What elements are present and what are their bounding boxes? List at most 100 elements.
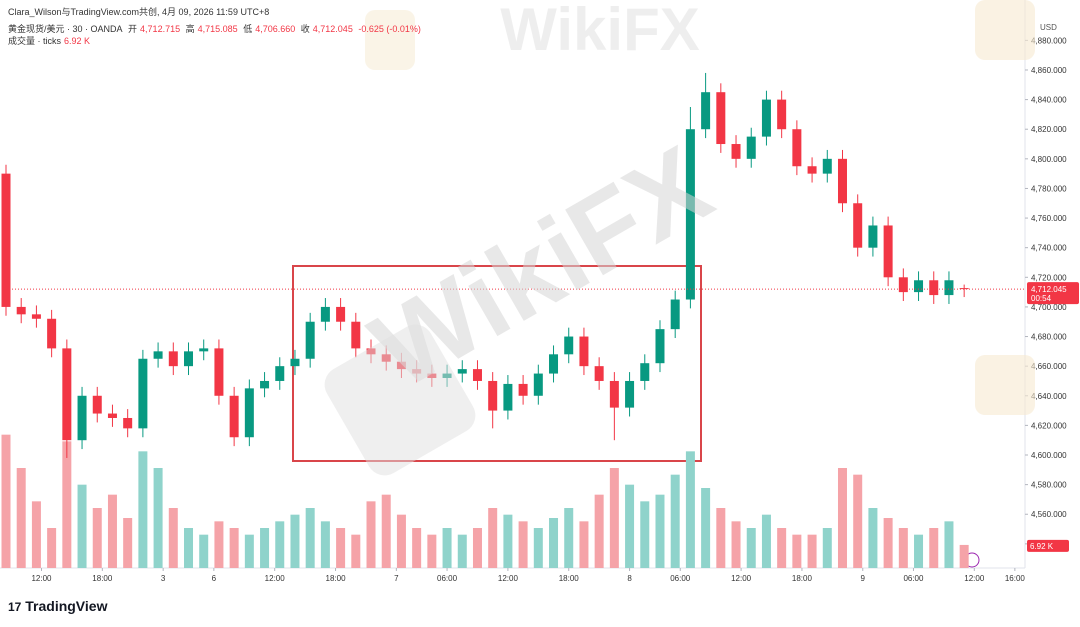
volume-bar: [77, 484, 87, 568]
volume-bar: [244, 534, 254, 568]
candle-body: [244, 388, 254, 438]
candle-body: [488, 380, 498, 411]
volume-tag: [1027, 539, 1069, 552]
x-tick-label: 3: [161, 574, 166, 583]
ohlc-value: 4,712.715: [140, 24, 181, 34]
volume-bar: [837, 468, 847, 568]
volume-bar: [609, 468, 619, 568]
volume-bar: [746, 528, 756, 568]
volume-tag-label: 6.92 K: [1030, 542, 1054, 551]
volume-bar: [488, 508, 498, 568]
volume-bar: [1, 434, 11, 568]
candle-body: [549, 354, 559, 374]
volume-bar: [731, 521, 741, 568]
candle-body: [625, 380, 635, 408]
candle-body: [199, 348, 209, 352]
candle-body: [138, 358, 148, 429]
ohlc-value: 4,712.045: [312, 24, 353, 34]
x-tick-label: 12:00: [731, 574, 752, 583]
volume-bar: [457, 534, 467, 568]
candle-body: [914, 280, 924, 293]
volume-bar: [381, 494, 391, 568]
watermark-icon: [975, 355, 1035, 415]
candle-body: [153, 351, 163, 359]
volume-bar: [822, 528, 832, 568]
volume-bar: [944, 521, 954, 568]
watermark: WikiFX: [500, 0, 699, 63]
candle-body: [807, 166, 817, 174]
candle-body: [761, 99, 771, 137]
y-tick-label: 4,680.000: [1031, 333, 1067, 342]
volume-bar: [351, 534, 361, 568]
candle-body: [336, 306, 346, 322]
volume-name: 成交量 · ticks: [8, 36, 61, 46]
y-tick-label: 4,660.000: [1031, 362, 1067, 371]
candle-body: [701, 92, 711, 130]
candle-body: [533, 373, 543, 396]
brand-logo: 17 TradingView: [8, 598, 107, 614]
x-tick-label: 18:00: [326, 574, 347, 583]
symbol: 黄金现货/美元 · 30 · OANDA: [8, 24, 123, 34]
volume-bar: [320, 521, 330, 568]
candle-body: [868, 225, 878, 248]
ohlc-value: 4,706.660: [255, 24, 296, 34]
x-tick-label: 16:00: [1005, 574, 1026, 583]
volume-bar: [503, 514, 513, 568]
volume-legend: 成交量 · ticks 6.92 K: [8, 34, 93, 47]
change: -0.625 (-0.01%): [358, 24, 421, 34]
x-tick-label: 06:00: [437, 574, 458, 583]
candle-body: [685, 129, 695, 300]
candle-body: [92, 395, 102, 414]
volume-bar: [336, 528, 346, 568]
volume-bar: [16, 468, 26, 568]
volume-bar: [533, 528, 543, 568]
candle-body: [655, 329, 665, 364]
volume-bar: [472, 528, 482, 568]
x-tick-label: 06:00: [670, 574, 691, 583]
y-tick-label: 4,800.000: [1031, 155, 1067, 164]
y-tick-label: 4,880.000: [1031, 36, 1067, 45]
candle-body: [503, 383, 513, 411]
x-tick-label: 7: [394, 574, 399, 583]
legend-line: 黄金现货/美元 · 30 · OANDA 开 4,712.715 高 4,715.0…: [8, 22, 424, 35]
volume-bar: [199, 534, 209, 568]
volume-bar: [275, 521, 285, 568]
candle-body: [731, 144, 741, 159]
countdown: 00:54: [1031, 294, 1052, 303]
y-tick-label: 4,640.000: [1031, 392, 1067, 401]
candle-body: [716, 92, 726, 145]
candle-body: [457, 369, 467, 374]
x-tick-label: 18:00: [792, 574, 813, 583]
candle-body: [1, 173, 11, 307]
candle-body: [609, 380, 619, 408]
volume-bar: [883, 518, 893, 568]
x-tick-label: 06:00: [903, 574, 924, 583]
candle-body: [77, 395, 87, 441]
candle-body: [822, 158, 832, 174]
candle-body: [837, 158, 847, 204]
watermark-icon: [324, 324, 476, 476]
candle-body: [305, 321, 315, 359]
y-tick-label: 4,780.000: [1031, 184, 1067, 193]
volume-bar: [47, 528, 57, 568]
candle-body: [168, 351, 178, 367]
watermark-icon: [975, 0, 1035, 60]
candle-body: [944, 280, 954, 296]
volume-bar: [138, 451, 148, 568]
volume-bar: [214, 521, 224, 568]
volume-bar: [716, 508, 726, 568]
volume-bar: [594, 494, 604, 568]
volume-bar: [396, 514, 406, 568]
candle-body: [564, 336, 574, 355]
x-tick-label: 6: [212, 574, 217, 583]
x-tick-label: 12:00: [964, 574, 985, 583]
volume-bar: [914, 534, 924, 568]
y-tick-label: 4,860.000: [1031, 66, 1067, 75]
candle-body: [123, 417, 133, 429]
y-tick-label: 4,560.000: [1031, 510, 1067, 519]
volume-bar: [290, 514, 300, 568]
volume-bar: [640, 501, 650, 568]
volume-bar: [625, 484, 635, 568]
volume-bar: [62, 441, 72, 568]
